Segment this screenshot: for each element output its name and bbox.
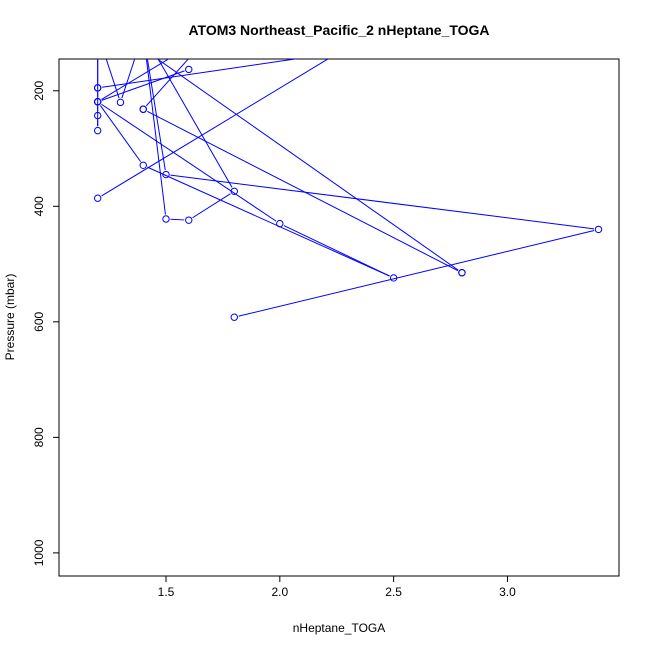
data-series (93, 30, 603, 321)
data-point-marker (94, 30, 100, 36)
series-line-segment (147, 166, 390, 277)
series-line-segment (238, 229, 595, 317)
series-line-segment (156, 59, 459, 271)
data-point-marker (93, 84, 102, 92)
series-line-segment (145, 59, 189, 107)
data-series (93, 59, 329, 202)
x-tick-label: 2.0 (271, 585, 288, 599)
series-line-segment (283, 225, 390, 277)
data-point-marker (185, 216, 193, 224)
series-layer (93, 30, 603, 321)
series-line-segment (147, 110, 459, 272)
data-point-marker (117, 30, 123, 36)
y-axis: 200 400 600 800 1000 (32, 80, 59, 566)
data-point-marker (116, 98, 125, 107)
y-tick-label: 600 (32, 312, 46, 332)
data-point-marker (93, 194, 102, 202)
data-point-marker (140, 30, 146, 36)
data-point-marker (594, 225, 603, 234)
series-line-segment (101, 70, 185, 101)
y-tick-label: 200 (32, 80, 46, 100)
data-series (139, 105, 466, 277)
data-point-marker (185, 65, 193, 74)
data-point-marker (94, 30, 100, 36)
series-line-segment (192, 193, 231, 219)
series-line-segment (105, 59, 120, 99)
data-point-marker (139, 105, 147, 113)
data-point-marker (230, 313, 238, 321)
data-point-marker (93, 98, 102, 106)
x-tick-label: 1.5 (158, 585, 175, 599)
y-tick-label: 1000 (32, 539, 46, 566)
series-line-segment (146, 59, 166, 171)
data-point-marker (389, 274, 398, 282)
x-axis-label: nHeptane_TOGA (293, 621, 386, 635)
series-line-segment (145, 59, 166, 215)
series-line-segment (121, 59, 136, 99)
data-series (93, 41, 396, 92)
data-series (139, 59, 189, 113)
series-line-segment (99, 105, 142, 162)
x-tick-label: 3.0 (499, 585, 516, 599)
data-point-marker (390, 41, 396, 47)
series-line-segment (157, 59, 233, 188)
data-point-marker (93, 126, 102, 135)
data-series (117, 30, 466, 277)
x-axis: 1.5 2.0 2.5 3.0 (158, 576, 516, 599)
series-line-segment (101, 103, 277, 222)
series-line-segment (170, 174, 595, 230)
series-line-segment (101, 59, 329, 197)
data-point-marker (93, 111, 102, 120)
data-series (93, 59, 398, 282)
data-point-marker (162, 215, 170, 223)
chart-title: ATOM3 Northeast_Pacific_2 nHeptane_TOGA (188, 22, 489, 38)
data-point-marker (276, 219, 284, 228)
data-point-marker (458, 269, 466, 277)
y-tick-label: 800 (32, 427, 46, 447)
series-line-segment (170, 218, 185, 221)
y-tick-label: 400 (32, 196, 46, 216)
x-tick-label: 2.5 (385, 585, 402, 599)
data-point-marker (139, 161, 147, 169)
y-axis-label: Pressure (mbar) (3, 274, 17, 361)
data-point-marker (140, 30, 146, 36)
series-line-segment (102, 59, 299, 88)
plot-frame (58, 58, 620, 577)
series-line-segment (101, 59, 170, 100)
